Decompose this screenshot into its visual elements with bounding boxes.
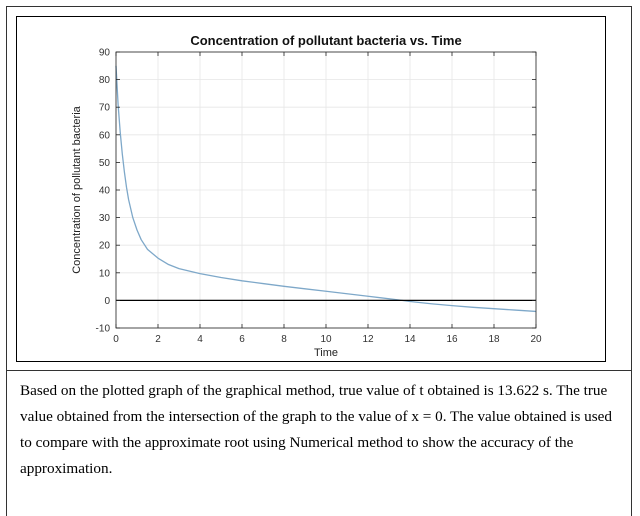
y-tick-label: 90 (99, 48, 111, 59)
caption-line-1: Based on the plotted graph of the graphi… (20, 382, 608, 399)
caption-line-4: approximation. (20, 460, 113, 477)
caption-line-2: value obtained from the intersection of … (20, 408, 612, 425)
x-tick-label: 10 (320, 334, 332, 345)
chart-title: Concentration of pollutant bacteria vs. … (190, 33, 461, 48)
x-tick-label: 12 (362, 334, 374, 345)
y-axis-label: Concentration of pollutant bacteria (71, 105, 83, 273)
divider (6, 370, 632, 371)
y-tick-label: -10 (96, 324, 111, 335)
y-tick-label: 40 (99, 186, 111, 197)
page-frame (6, 6, 632, 516)
y-tick-label: 70 (99, 103, 111, 114)
x-tick-label: 16 (446, 334, 458, 345)
x-tick-label: 8 (281, 334, 287, 345)
x-tick-label: 14 (404, 334, 416, 345)
grid (115, 51, 537, 329)
x-tick-label: 20 (530, 334, 542, 345)
series-line-concentration (115, 65, 537, 313)
y-tick-label: 20 (99, 241, 111, 252)
y-tick-label: 10 (99, 268, 111, 279)
y-tick-label: 50 (99, 158, 111, 169)
x-tick-label: 6 (239, 334, 245, 345)
x-tick-label: 18 (488, 334, 500, 345)
y-tick-label: 80 (99, 75, 111, 86)
y-tick-label: 60 (99, 130, 111, 141)
x-tick-label: 2 (155, 334, 161, 345)
series-group (115, 65, 537, 313)
caption-line-3: to compare with the approximate root usi… (20, 434, 574, 451)
caption: Based on the plotted graph of the graphi… (20, 378, 620, 482)
y-tick-label: 0 (104, 296, 110, 307)
chart: 0 2 4 6 8 10 12 14 16 18 20-100102030405060708090 … (71, 33, 542, 359)
figure-box: 0 2 4 6 8 10 12 14 16 18 20 -10 0 10 20 30 40 50 60 70 80 90 … (16, 16, 606, 362)
y-tick-label: 30 (99, 213, 111, 224)
x-tick-label: 4 (197, 334, 203, 345)
x-axis-label: Time (314, 347, 338, 359)
x-tick-label: 0 (113, 334, 119, 345)
